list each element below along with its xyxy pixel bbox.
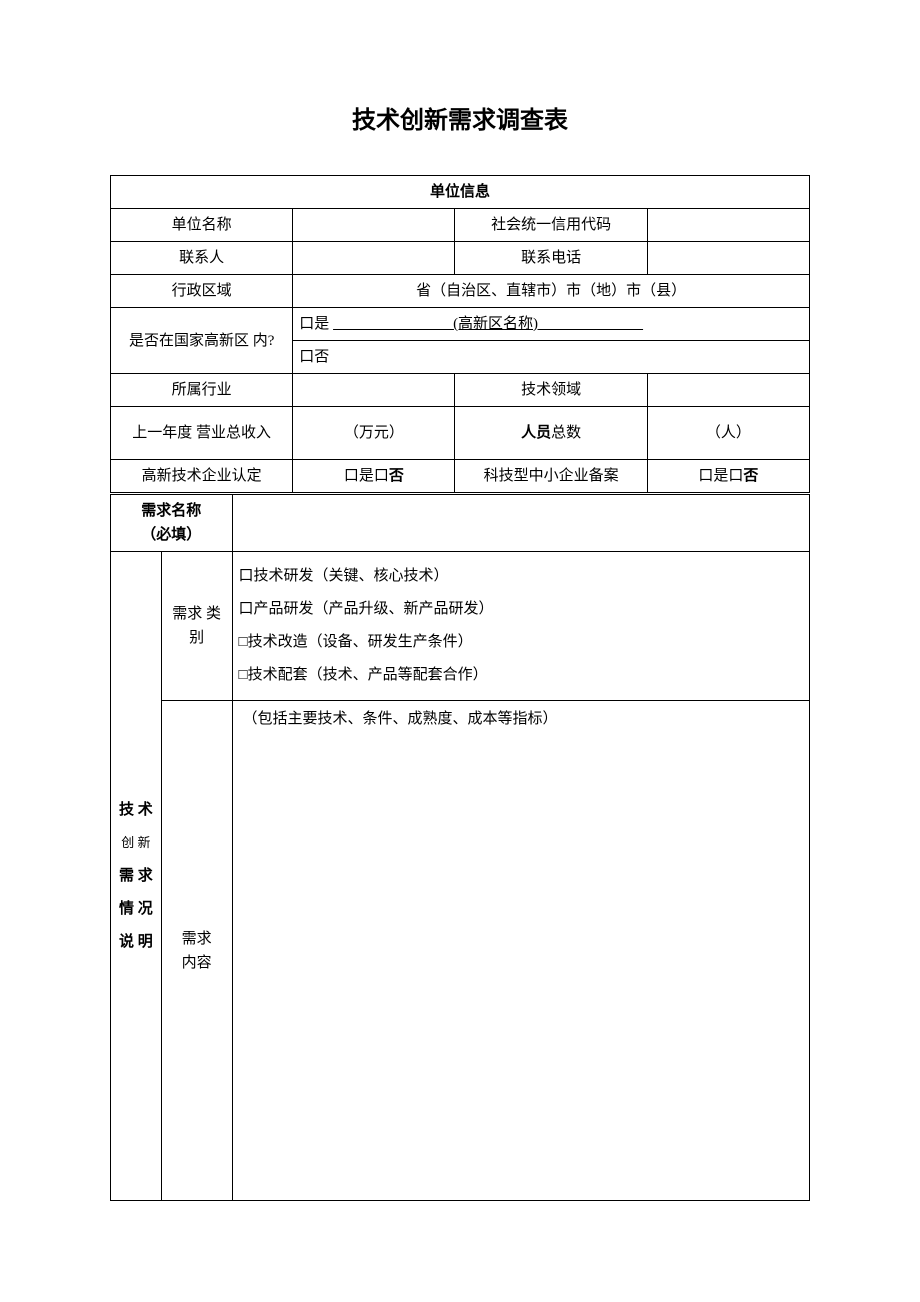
survey-table: 单位信息 单位名称 社会统一信用代码 联系人 联系电话 行政区域 省（自治区、直… — [110, 175, 810, 1201]
sme-tech-label: 科技型中小企业备案 — [455, 460, 647, 494]
unit-info-header: 单位信息 — [111, 176, 810, 209]
tech-field-value[interactable] — [647, 374, 809, 407]
region-value: 省（自治区、直辖市）市（地）市（县） — [293, 275, 810, 308]
phone-label: 联系电话 — [455, 242, 647, 275]
demand-content-label: 需求内容 — [161, 701, 232, 1201]
industry-label: 所属行业 — [111, 374, 293, 407]
hightech-zone-label: 是否在国家高新区 内? — [111, 308, 293, 374]
contact-label: 联系人 — [111, 242, 293, 275]
demand-name-value[interactable] — [232, 494, 809, 552]
unit-name-value[interactable] — [293, 209, 455, 242]
social-code-label: 社会统一信用代码 — [455, 209, 647, 242]
revenue-value[interactable]: （万元） — [293, 407, 455, 460]
region-label: 行政区域 — [111, 275, 293, 308]
revenue-label: 上一年度 营业总收入 — [111, 407, 293, 460]
page-title: 技术创新需求调查表 — [110, 100, 810, 135]
demand-category-label: 需求 类 别 — [161, 552, 232, 701]
tech-innovation-label: 技 术创 新需 求情 况说 明 — [111, 552, 162, 1201]
contact-value[interactable] — [293, 242, 455, 275]
industry-value[interactable] — [293, 374, 455, 407]
unit-name-label: 单位名称 — [111, 209, 293, 242]
phone-value[interactable] — [647, 242, 809, 275]
sme-tech-value[interactable]: 口是口否 — [647, 460, 809, 494]
social-code-value[interactable] — [647, 209, 809, 242]
tech-field-label: 技术领域 — [455, 374, 647, 407]
demand-name-label: 需求名称（必填） — [111, 494, 233, 552]
personnel-label: 人员总数 — [455, 407, 647, 460]
demand-category-options[interactable]: 口技术研发（关键、核心技术） 口产品研发（产品升级、新产品研发） □技术改造（设… — [232, 552, 809, 701]
hightech-cert-value[interactable]: 口是口否 — [293, 460, 455, 494]
hightech-zone-no[interactable]: 口否 — [293, 341, 810, 374]
personnel-value[interactable]: （人） — [647, 407, 809, 460]
demand-content-value[interactable]: （包括主要技术、条件、成熟度、成本等指标） — [232, 701, 809, 1201]
hightech-zone-yes[interactable]: 口是 (高新区名称) — [293, 308, 810, 341]
hightech-cert-label: 高新技术企业认定 — [111, 460, 293, 494]
